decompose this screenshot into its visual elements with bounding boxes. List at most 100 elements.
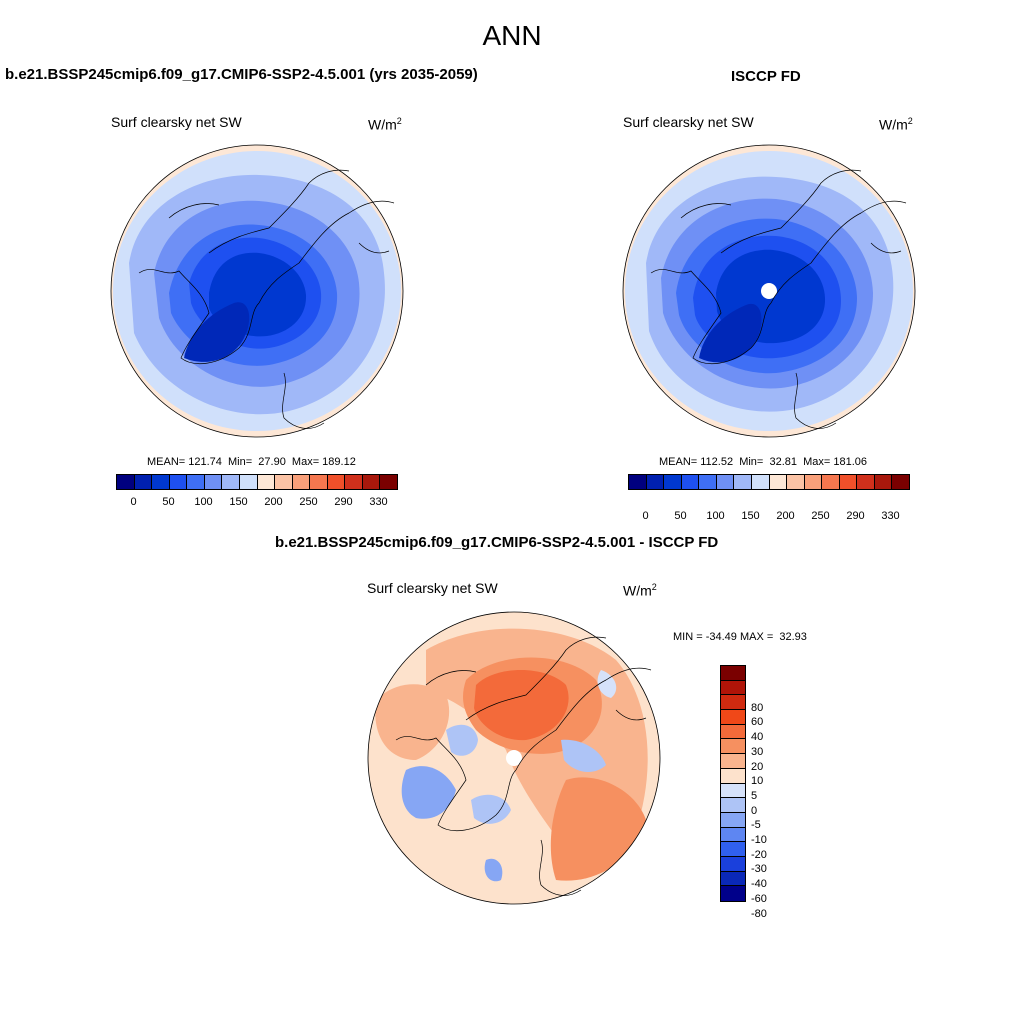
obs-colorbar-tick-label: 0	[642, 510, 649, 522]
diff-colorbar-swatch	[721, 812, 745, 828]
diff-colorbar-ticks: 80 60 40 30 20 10 5 0 -5 -10 -20 -30 -40 -60 -80	[751, 693, 791, 929]
diff-colorbar-tick-label: 10	[751, 775, 764, 788]
obs-variable-label: Surf clearsky net SW	[623, 114, 754, 130]
obs-colorbar-swatch	[681, 475, 700, 489]
obs-colorbar-swatch	[892, 475, 909, 489]
diff-colorbar-tick-label: -20	[751, 848, 767, 861]
diff-colorbar-swatch	[721, 783, 745, 799]
model-variable-label: Surf clearsky net SW	[111, 114, 242, 130]
diff-colorbar-tick-label: 40	[751, 731, 764, 744]
obs-colorbar-swatch	[699, 475, 717, 489]
model-colorbar-swatch	[380, 475, 397, 489]
obs-colorbar-swatch	[751, 475, 770, 489]
model-colorbar-tick-label: 150	[229, 496, 248, 508]
obs-colorbar-tick-label: 150	[741, 510, 760, 522]
page-title: ANN	[482, 20, 542, 51]
obs-colorbar-swatch	[664, 475, 682, 489]
obs-colorbar-tick-label: 100	[706, 510, 725, 522]
diff-colorbar-tick-label: -80	[751, 907, 767, 920]
obs-colorbar-swatch	[874, 475, 893, 489]
obs-polar-map	[622, 144, 916, 438]
diff-colorbar-swatch	[721, 666, 745, 681]
obs-colorbar-swatch	[629, 475, 647, 489]
model-colorbar-tick-label: 100	[194, 496, 213, 508]
obs-colorbar-swatch	[804, 475, 823, 489]
obs-colorbar-swatch	[716, 475, 735, 489]
model-colorbar-tick-label: 290	[334, 496, 353, 508]
model-colorbar-swatch	[222, 475, 240, 489]
model-colorbar-swatch	[292, 475, 311, 489]
diff-colorbar-swatch	[721, 695, 745, 711]
diff-colorbar-tick-label: -30	[751, 863, 767, 876]
diff-colorbar-swatch	[721, 827, 745, 843]
model-colorbar-tick-label: 250	[299, 496, 318, 508]
model-colorbar-swatch	[327, 475, 346, 489]
model-colorbar-tick-label: 50	[162, 496, 175, 508]
model-stats-text: MEAN= 121.74 Min= 27.90 Max= 189.12	[147, 456, 356, 468]
diff-colorbar-tick-label: -60	[751, 892, 767, 905]
diff-colorbar-swatch	[721, 886, 745, 901]
obs-colorbar-tick-label: 250	[811, 510, 830, 522]
obs-colorbar-tick-label: 330	[881, 510, 900, 522]
diff-colorbar-swatch	[721, 798, 745, 813]
model-polar-map	[110, 144, 404, 438]
diff-colorbar-swatch	[721, 871, 745, 887]
diff-colorbar-swatch	[721, 739, 745, 755]
diff-colorbar-tick-label: -5	[751, 819, 761, 832]
diff-colorbar-swatch	[721, 768, 745, 784]
diff-colorbar-tick-label: 60	[751, 716, 764, 729]
model-colorbar-swatch	[362, 475, 381, 489]
diff-polar-map	[367, 611, 661, 905]
model-colorbar-tick-label: 0	[130, 496, 137, 508]
model-colorbar-tick-label: 200	[264, 496, 283, 508]
diff-colorbar-tick-label: -40	[751, 878, 767, 891]
obs-colorbar-tick-label: 50	[674, 510, 687, 522]
diff-colorbar	[720, 665, 746, 902]
model-colorbar	[116, 474, 398, 490]
diff-colorbar-tick-label: 20	[751, 760, 764, 773]
diff-panel-title: b.e21.BSSP245cmip6.f09_g17.CMIP6-SSP2-4.…	[275, 534, 719, 551]
model-units-label: W/m2	[368, 116, 402, 133]
diff-colorbar-swatch	[721, 724, 745, 740]
model-colorbar-swatch	[239, 475, 258, 489]
obs-panel-title: ISCCP FD	[731, 68, 801, 85]
model-colorbar-swatch	[187, 475, 205, 489]
diff-units-label: W/m2	[623, 582, 657, 599]
obs-colorbar-swatch	[646, 475, 665, 489]
model-colorbar-swatch	[310, 475, 328, 489]
obs-units-label: W/m2	[879, 116, 913, 133]
model-colorbar-swatch	[152, 475, 170, 489]
obs-colorbar-swatch	[839, 475, 858, 489]
model-colorbar-swatch	[257, 475, 276, 489]
obs-colorbar-swatch	[787, 475, 805, 489]
obs-colorbar-swatch	[822, 475, 840, 489]
model-colorbar-swatch	[345, 475, 363, 489]
diff-colorbar-tick-label: 5	[751, 789, 758, 802]
obs-colorbar-ticks: 0 50 100 150 200 250 290 330	[628, 510, 910, 524]
diff-colorbar-swatch	[721, 856, 745, 872]
model-colorbar-swatch	[275, 475, 293, 489]
model-colorbar-swatch	[134, 475, 153, 489]
diff-colorbar-swatch	[721, 680, 745, 696]
model-panel-title: b.e21.BSSP245cmip6.f09_g17.CMIP6-SSP2-4.…	[5, 66, 478, 83]
diff-colorbar-swatch	[721, 754, 745, 769]
diff-variable-label: Surf clearsky net SW	[367, 580, 498, 596]
obs-colorbar	[628, 474, 910, 490]
model-colorbar-tick-label: 330	[369, 496, 388, 508]
obs-colorbar-tick-label: 200	[776, 510, 795, 522]
model-colorbar-ticks: 0 50 100 150 200 250 290 330	[116, 496, 398, 510]
diff-colorbar-tick-label: -10	[751, 834, 767, 846]
obs-colorbar-tick-label: 290	[846, 510, 865, 522]
diff-colorbar-tick-label: 30	[751, 745, 764, 758]
diff-colorbar-tick-label: 80	[751, 701, 764, 714]
obs-colorbar-swatch	[769, 475, 788, 489]
model-colorbar-swatch	[204, 475, 223, 489]
model-colorbar-swatch	[169, 475, 188, 489]
diff-stats-text: MIN = -34.49 MAX = 32.93	[673, 631, 807, 643]
diff-colorbar-tick-label: 0	[751, 804, 758, 817]
obs-colorbar-swatch	[857, 475, 875, 489]
diff-colorbar-swatch	[721, 710, 745, 725]
model-colorbar-swatch	[117, 475, 135, 489]
obs-stats-text: MEAN= 112.52 Min= 32.81 Max= 181.06	[659, 456, 868, 468]
obs-colorbar-swatch	[734, 475, 752, 489]
